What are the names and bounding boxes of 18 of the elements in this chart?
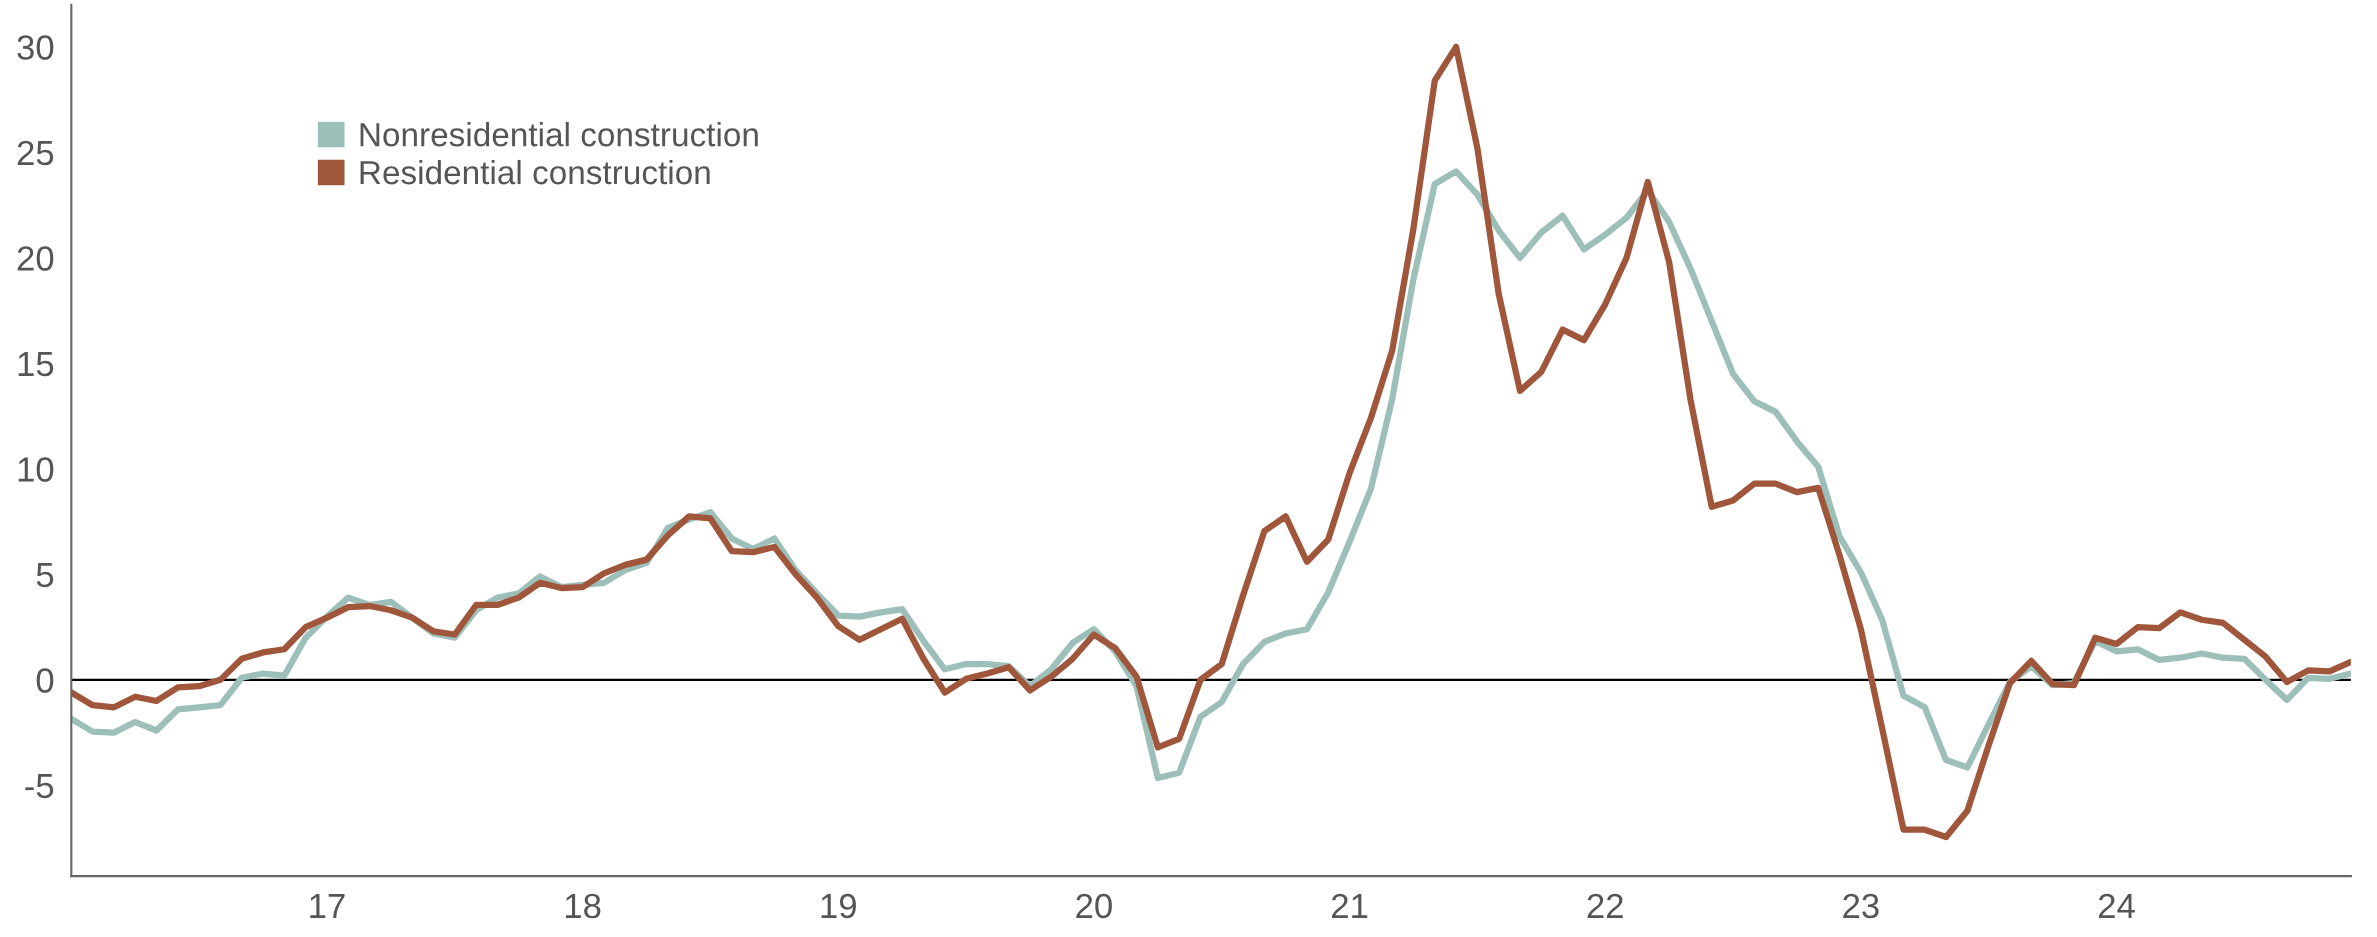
x-tick-label: 17 xyxy=(310,894,345,918)
y-tick-label: 30 xyxy=(17,35,54,60)
y-tick-label: 0 xyxy=(36,668,54,693)
x-tick-label: 18 xyxy=(565,893,601,919)
x-tick-label: 22 xyxy=(1587,893,1623,918)
x-tick-label: 20 xyxy=(1076,893,1112,919)
x-tick-label: 24 xyxy=(2098,893,2135,918)
y-tick-label: 5 xyxy=(36,563,54,588)
legend-label: Residential construction xyxy=(360,159,710,185)
y-tick-label: 15 xyxy=(18,352,54,377)
y-tick-label: 10 xyxy=(18,457,54,482)
y-tick-label: -5 xyxy=(25,774,54,799)
x-tick-label: 23 xyxy=(1843,893,1879,919)
y-tick-label: 20 xyxy=(17,246,54,271)
y-tick-label: 25 xyxy=(17,140,54,166)
x-tick-label: 21 xyxy=(1332,893,1368,918)
x-tick-label: 19 xyxy=(821,893,856,919)
legend-label: Nonresidential construction xyxy=(360,122,758,147)
